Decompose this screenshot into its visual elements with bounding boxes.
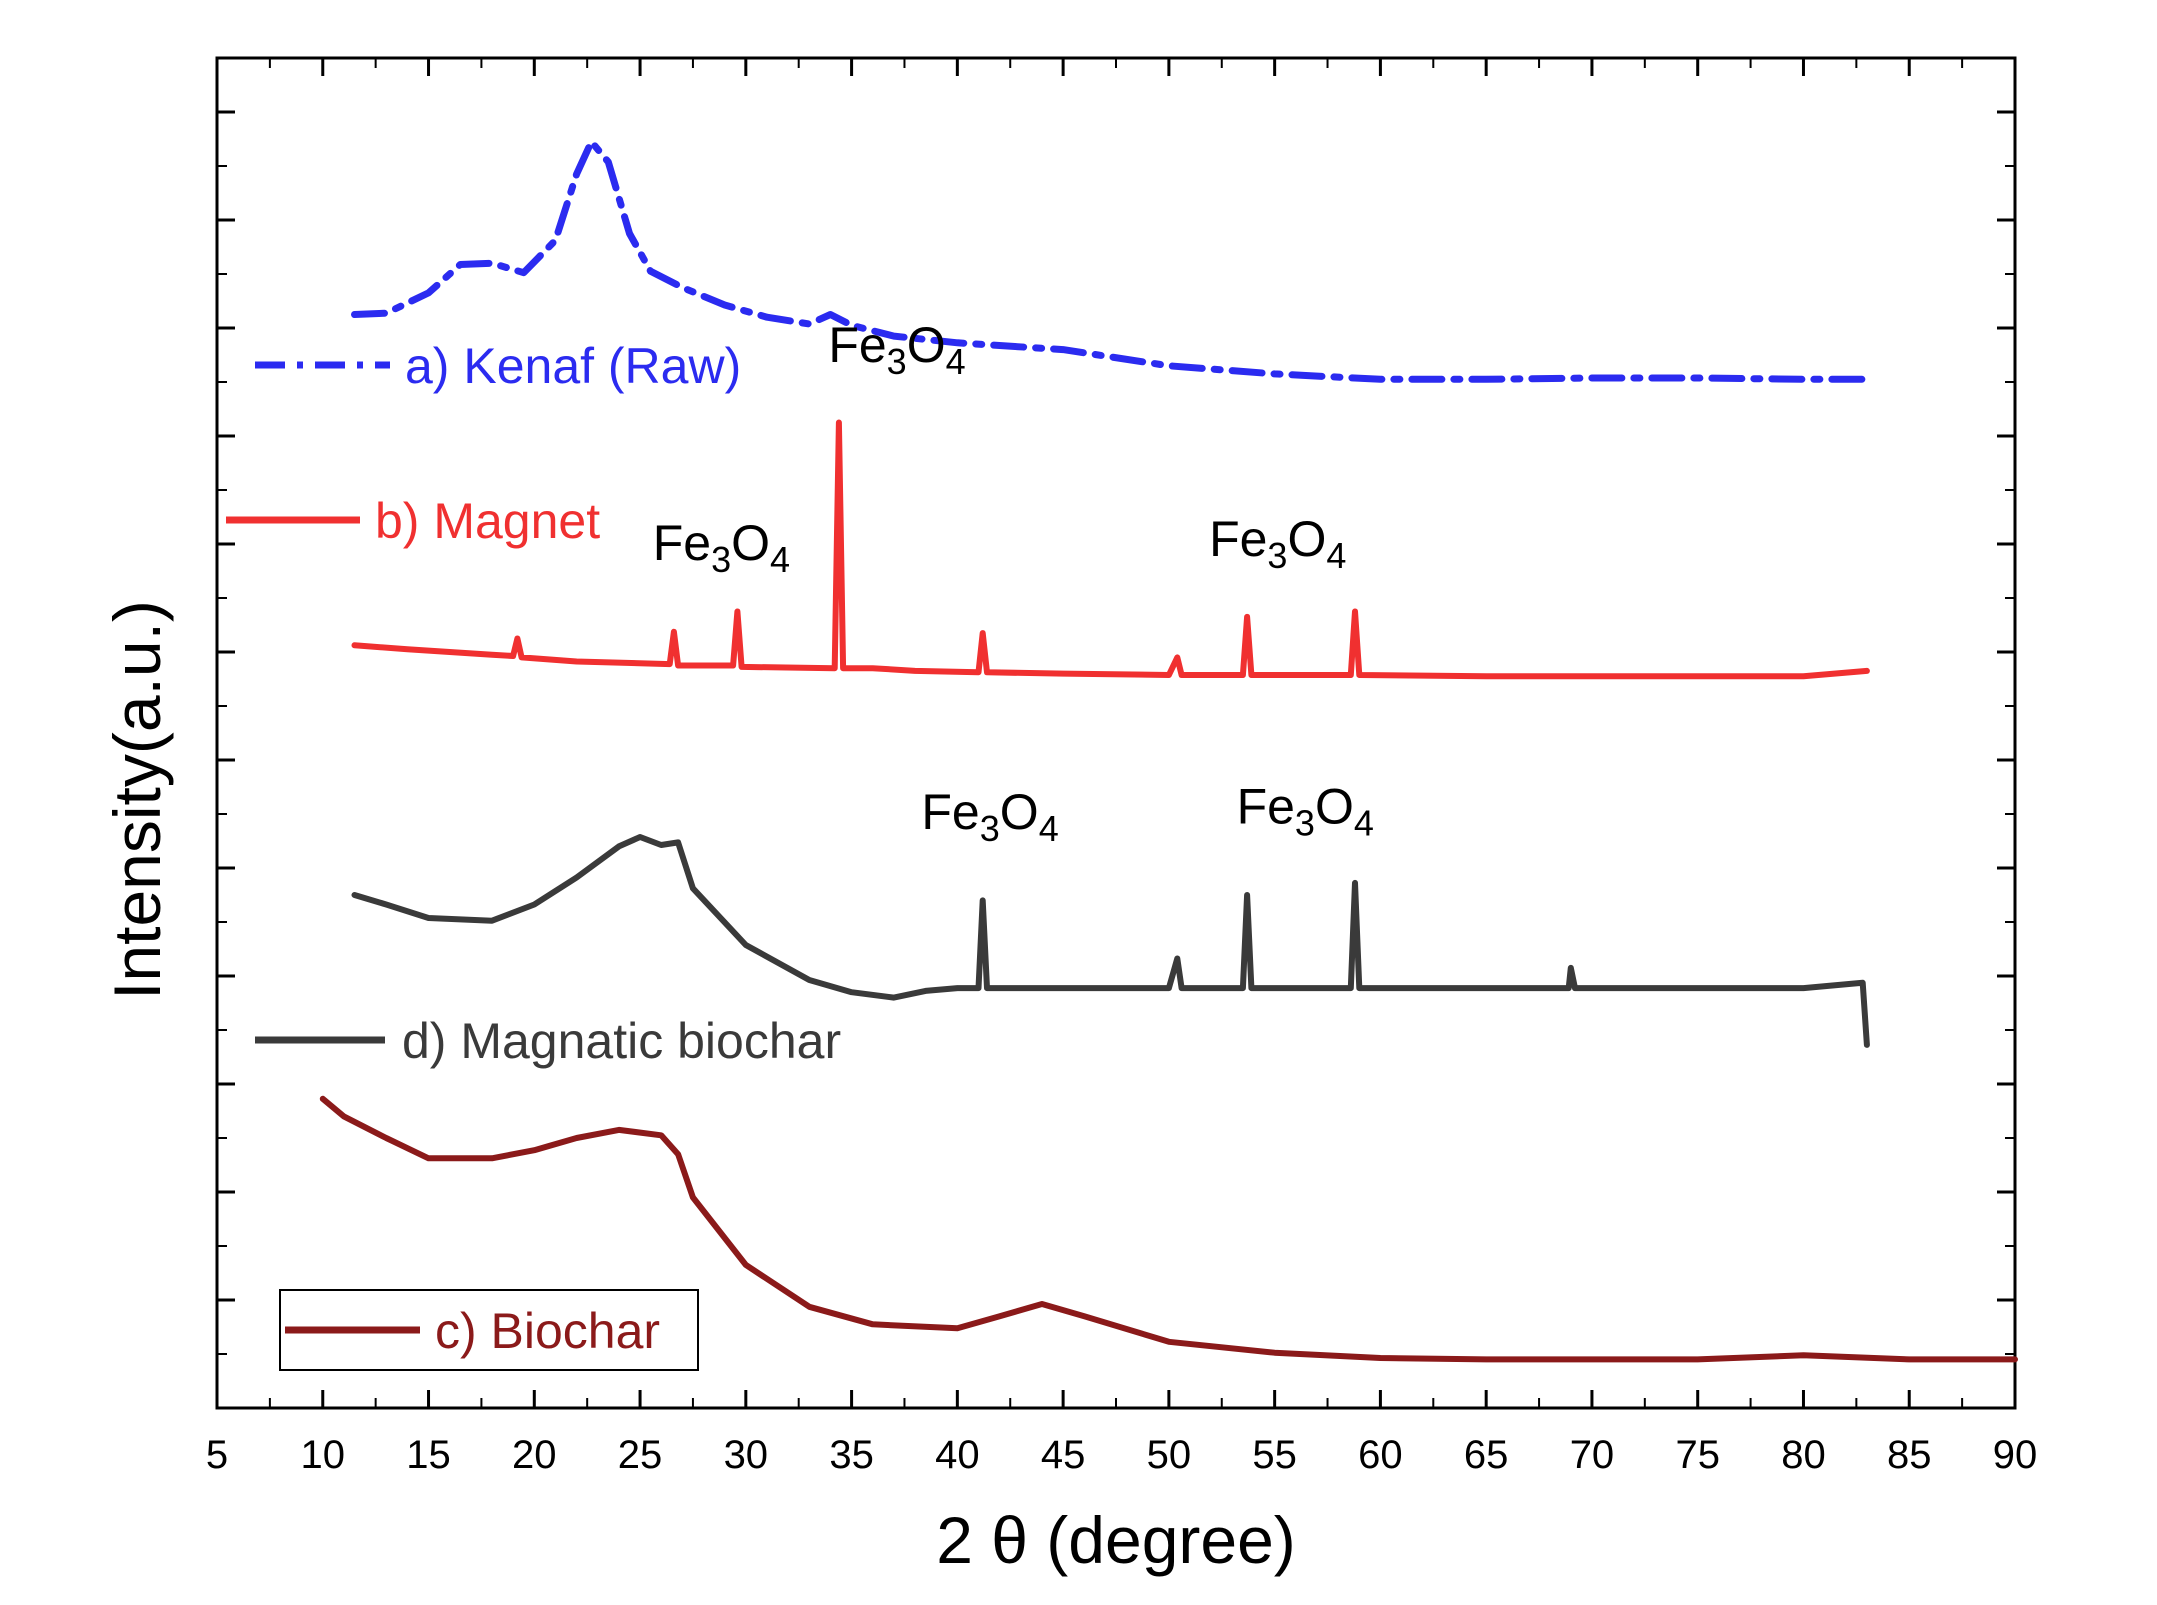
annot-o: O — [731, 515, 770, 571]
peak-annotation-5: Fe3O4 — [1237, 778, 1374, 843]
legend-label-2: b) Magnet — [375, 493, 600, 549]
series-line-2 — [351, 419, 1870, 680]
annot-fe: Fe — [921, 784, 979, 840]
peak-annotation-1: Fe3O4 — [828, 317, 965, 382]
tick-group — [215, 57, 2017, 1410]
series-line-1 — [351, 138, 1871, 383]
legend-label-1: a) Kenaf (Raw) — [405, 338, 741, 394]
annot-sub-4: 4 — [946, 341, 966, 382]
annot-sub-4: 4 — [1326, 535, 1346, 576]
peak-annotation-2: Fe3O4 — [653, 515, 790, 580]
series-line-4 — [319, 1095, 2018, 1363]
annot-o: O — [1315, 778, 1354, 834]
x-tick-label-40: 40 — [935, 1433, 980, 1477]
x-tick-label-90: 90 — [1993, 1433, 2038, 1477]
annot-fe: Fe — [1237, 778, 1295, 834]
series-group — [319, 138, 2018, 1363]
peak-annotation-3: Fe3O4 — [1209, 511, 1346, 576]
legend-label-4: c) Biochar — [435, 1303, 660, 1359]
legend: a) Kenaf (Raw) b) Magnet d) Magnatic bioch… — [226, 338, 841, 1371]
x-tick-label-10: 10 — [301, 1433, 346, 1477]
annot-o: O — [907, 317, 946, 373]
annot-sub-3: 3 — [887, 341, 907, 382]
x-tick-label-75: 75 — [1675, 1433, 1720, 1477]
x-tick-label-30: 30 — [724, 1433, 769, 1477]
x-axis-title: 2 θ (degree) — [936, 1503, 1296, 1577]
x-tick-label-35: 35 — [829, 1433, 874, 1477]
annot-fe: Fe — [828, 317, 886, 373]
annot-sub-4: 4 — [1354, 802, 1374, 843]
x-tick-label-25: 25 — [618, 1433, 663, 1477]
y-axis-title: Intensity(a.u.) — [100, 600, 174, 1000]
annot-sub-4: 4 — [770, 539, 790, 580]
x-tick-label-15: 15 — [406, 1433, 451, 1477]
x-tick-label-55: 55 — [1252, 1433, 1297, 1477]
annot-fe: Fe — [1209, 511, 1267, 567]
annot-fe: Fe — [653, 515, 711, 571]
x-tick-label-70: 70 — [1570, 1433, 1615, 1477]
annot-sub-3: 3 — [1295, 802, 1315, 843]
annot-sub-3: 3 — [980, 808, 1000, 849]
annot-sub-3: 3 — [711, 539, 731, 580]
x-tick-label-20: 20 — [512, 1433, 557, 1477]
x-tick-label-85: 85 — [1887, 1433, 1932, 1477]
series-line-3 — [351, 834, 1870, 1048]
legend-box — [279, 1289, 699, 1371]
annot-sub-3: 3 — [1267, 535, 1287, 576]
x-tick-label-80: 80 — [1781, 1433, 1826, 1477]
annot-o: O — [1287, 511, 1326, 567]
x-tick-label-45: 45 — [1041, 1433, 1086, 1477]
annot-sub-4: 4 — [1039, 808, 1059, 849]
x-tick-label-65: 65 — [1464, 1433, 1509, 1477]
x-tick-label-5: 5 — [206, 1433, 228, 1477]
peak-annotation-4: Fe3O4 — [921, 784, 1058, 849]
annot-o: O — [1000, 784, 1039, 840]
x-tick-label-60: 60 — [1358, 1433, 1403, 1477]
x-tick-labels: 5 10 15 20 25 30 35 40 45 50 55 60 65 70 75 80 85 90 — [206, 1433, 2037, 1477]
x-tick-label-50: 50 — [1147, 1433, 1192, 1477]
legend-label-3: d) Magnatic biochar — [402, 1013, 841, 1069]
